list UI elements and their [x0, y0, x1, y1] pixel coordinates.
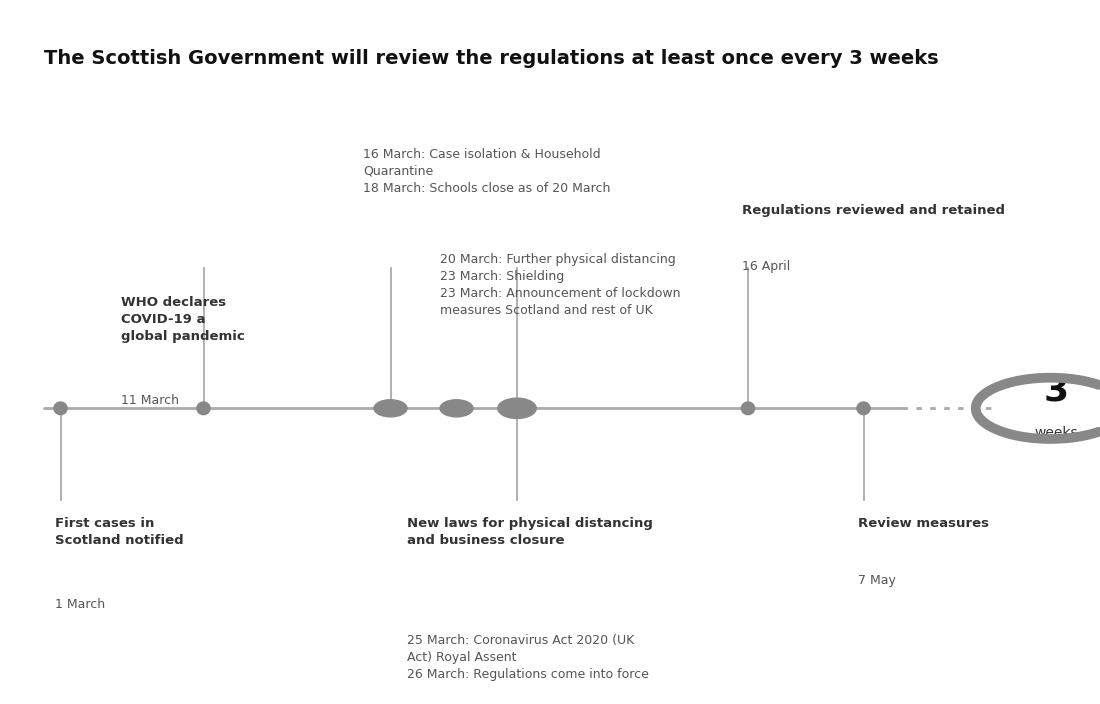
Text: First cases in
Scotland notified: First cases in Scotland notified	[55, 517, 184, 548]
Ellipse shape	[54, 402, 67, 415]
Text: 25 March: Coronavirus Act 2020 (UK
Act) Royal Assent
26 March: Regulations come : 25 March: Coronavirus Act 2020 (UK Act) …	[407, 634, 649, 681]
Text: 20 March: Further physical distancing
23 March: Shielding
23 March: Announcement: 20 March: Further physical distancing 23…	[440, 253, 681, 318]
Ellipse shape	[741, 402, 755, 415]
Text: 1 March: 1 March	[55, 598, 106, 611]
Text: 16 March: Case isolation & Household
Quarantine
18 March: Schools close as of 20: 16 March: Case isolation & Household Qua…	[363, 148, 610, 195]
Text: 16 April: 16 April	[742, 260, 791, 273]
Ellipse shape	[497, 398, 537, 418]
Text: 11 March: 11 March	[121, 394, 179, 407]
Ellipse shape	[197, 402, 210, 415]
Text: 3: 3	[1044, 374, 1068, 408]
Text: Regulations reviewed and retained: Regulations reviewed and retained	[742, 204, 1005, 217]
Text: 7 May: 7 May	[858, 574, 895, 586]
Text: WHO declares
COVID-19 a
global pandemic: WHO declares COVID-19 a global pandemic	[121, 296, 244, 343]
Ellipse shape	[374, 400, 407, 417]
Ellipse shape	[440, 400, 473, 417]
Ellipse shape	[857, 402, 870, 415]
Text: New laws for physical distancing
and business closure: New laws for physical distancing and bus…	[407, 517, 653, 548]
Text: Review measures: Review measures	[858, 517, 989, 530]
Text: weeks: weeks	[1034, 426, 1078, 440]
Text: The Scottish Government will review the regulations at least once every 3 weeks: The Scottish Government will review the …	[44, 49, 938, 68]
